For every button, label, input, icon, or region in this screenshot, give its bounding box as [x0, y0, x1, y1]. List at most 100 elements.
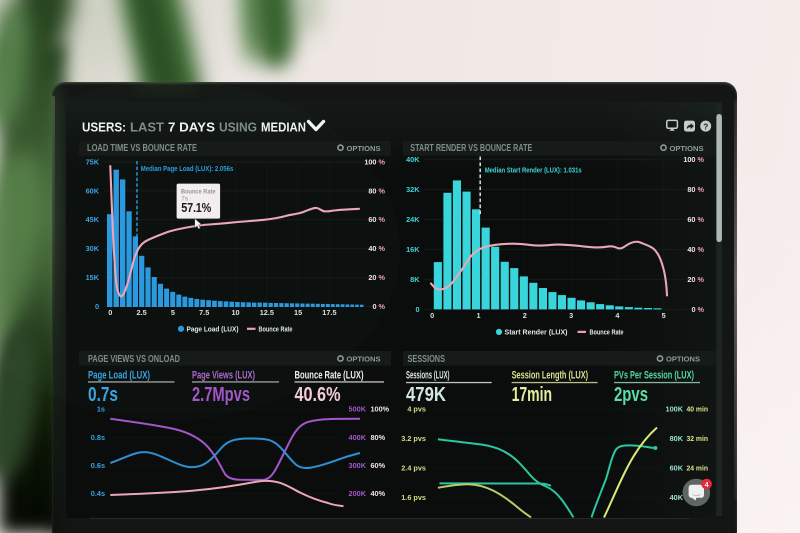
- svg-text:0.7s: 0.7s: [88, 384, 118, 406]
- svg-text:100K: 100K: [666, 405, 684, 414]
- svg-text:479K: 479K: [406, 384, 446, 406]
- svg-text:%: %: [698, 305, 705, 314]
- svg-text:60K: 60K: [86, 186, 100, 195]
- svg-text:60: 60: [368, 215, 376, 224]
- svg-text:0: 0: [415, 305, 419, 314]
- svg-text:2pvs: 2pvs: [614, 384, 648, 406]
- svg-text:40K: 40K: [670, 493, 684, 502]
- svg-text:Page Views (LUX): Page Views (LUX): [192, 369, 255, 381]
- svg-text:Page Load (LUX): Page Load (LUX): [88, 369, 150, 381]
- svg-text:0.6s: 0.6s: [91, 461, 105, 470]
- svg-text:4 pvs: 4 pvs: [407, 405, 426, 414]
- svg-text:0.4s: 0.4s: [91, 489, 105, 498]
- svg-text:0: 0: [691, 305, 695, 314]
- svg-text:1s: 1s: [97, 405, 105, 414]
- svg-text:30K: 30K: [86, 244, 100, 253]
- svg-text:USERS:: USERS:: [82, 120, 126, 135]
- svg-text:Median Page Load (LUX): 2.056s: Median Page Load (LUX): 2.056s: [141, 164, 234, 173]
- svg-text:100: 100: [683, 155, 695, 164]
- svg-text:0.8s: 0.8s: [91, 433, 105, 442]
- svg-text:60%: 60%: [371, 461, 386, 470]
- svg-text:LOAD TIME VS BOUNCE RATE: LOAD TIME VS BOUNCE RATE: [87, 143, 197, 154]
- svg-text:40.6%: 40.6%: [295, 384, 341, 406]
- svg-text:%: %: [379, 215, 386, 224]
- svg-text:12.5: 12.5: [260, 308, 274, 317]
- svg-text:SESSIONS: SESSIONS: [408, 354, 446, 365]
- svg-text:300K: 300K: [349, 461, 367, 470]
- svg-text:40%: 40%: [371, 489, 386, 498]
- svg-text:0: 0: [108, 308, 112, 317]
- svg-text:%: %: [698, 275, 705, 284]
- svg-text:15: 15: [294, 308, 302, 317]
- svg-text:Start Render (LUX): Start Render (LUX): [505, 330, 568, 337]
- svg-text:Page Load (LUX): Page Load (LUX): [187, 326, 239, 333]
- svg-text:0: 0: [430, 311, 434, 320]
- svg-text:80%: 80%: [371, 433, 386, 442]
- svg-text:%: %: [379, 302, 386, 311]
- svg-text:1.6 pvs: 1.6 pvs: [401, 493, 426, 502]
- svg-text:7 DAYS: 7 DAYS: [168, 120, 215, 135]
- svg-text:START RENDER VS BOUNCE RATE: START RENDER VS BOUNCE RATE: [410, 143, 532, 154]
- svg-text:4: 4: [705, 482, 709, 489]
- svg-text:57.1%: 57.1%: [181, 201, 211, 215]
- svg-text:7s: 7s: [181, 196, 188, 202]
- svg-text:PAGE VIEWS VS ONLOAD: PAGE VIEWS VS ONLOAD: [88, 354, 180, 365]
- svg-text:Bounce Rate (LUX): Bounce Rate (LUX): [295, 369, 364, 381]
- svg-text:LAST: LAST: [130, 120, 164, 135]
- svg-text:2: 2: [523, 311, 527, 320]
- svg-text:80K: 80K: [670, 434, 684, 443]
- svg-text:Median Start Render (LUX): 1.0: Median Start Render (LUX): 1.031s: [485, 166, 582, 175]
- svg-text:200K: 200K: [349, 489, 367, 498]
- svg-text:%: %: [379, 244, 386, 253]
- svg-text:40K: 40K: [406, 155, 420, 164]
- svg-text:%: %: [379, 157, 386, 166]
- svg-text:40: 40: [687, 245, 695, 254]
- svg-text:17min: 17min: [512, 384, 552, 406]
- svg-text:%: %: [698, 185, 705, 194]
- svg-text:7.5: 7.5: [199, 308, 209, 317]
- svg-text:80: 80: [368, 186, 376, 195]
- svg-text:32 min: 32 min: [687, 434, 709, 443]
- svg-text:OPTIONS: OPTIONS: [347, 355, 381, 364]
- svg-text:0: 0: [372, 302, 376, 311]
- svg-text:24 min: 24 min: [687, 463, 709, 472]
- svg-text:%: %: [379, 186, 386, 195]
- svg-text:MEDIAN: MEDIAN: [261, 120, 306, 135]
- svg-text:100: 100: [364, 157, 376, 166]
- svg-text:Session Length (LUX): Session Length (LUX): [512, 369, 589, 381]
- svg-text:3.2 pvs: 3.2 pvs: [401, 434, 426, 443]
- svg-text:2.4 pvs: 2.4 pvs: [401, 463, 426, 472]
- svg-text:2.7Mpvs: 2.7Mpvs: [192, 384, 250, 406]
- svg-text:Bounce Rate: Bounce Rate: [259, 326, 293, 333]
- svg-text:%: %: [698, 155, 705, 164]
- svg-text:16K: 16K: [406, 245, 420, 254]
- svg-text:60: 60: [687, 215, 695, 224]
- svg-text:75K: 75K: [86, 157, 100, 166]
- svg-text:10: 10: [231, 308, 239, 317]
- svg-text:0: 0: [95, 302, 99, 311]
- svg-text:4: 4: [615, 311, 620, 320]
- svg-text:20: 20: [687, 275, 695, 284]
- svg-text:24K: 24K: [406, 215, 420, 224]
- svg-text:32K: 32K: [406, 185, 420, 194]
- svg-text:Sessions (LUX): Sessions (LUX): [406, 369, 450, 381]
- svg-text:Bounce Rate: Bounce Rate: [590, 330, 624, 337]
- svg-text:60K: 60K: [670, 463, 684, 472]
- svg-text:%: %: [698, 215, 705, 224]
- svg-text:OPTIONS: OPTIONS: [670, 144, 704, 153]
- svg-text:Bounce Rate: Bounce Rate: [181, 189, 216, 196]
- svg-text:2.5: 2.5: [137, 308, 147, 317]
- svg-text:OPTIONS: OPTIONS: [347, 144, 381, 153]
- svg-text:100%: 100%: [371, 405, 390, 414]
- svg-text:20: 20: [368, 273, 376, 282]
- svg-text:%: %: [698, 245, 705, 254]
- svg-text:%: %: [379, 273, 386, 282]
- svg-text:OPTIONS: OPTIONS: [666, 355, 700, 364]
- svg-text:?: ?: [703, 121, 708, 131]
- svg-text:80: 80: [687, 185, 695, 194]
- svg-text:5: 5: [662, 311, 666, 320]
- svg-text:8K: 8K: [410, 275, 420, 284]
- svg-text:500K: 500K: [349, 405, 367, 414]
- svg-text:400K: 400K: [349, 433, 367, 442]
- svg-text:3: 3: [569, 311, 573, 320]
